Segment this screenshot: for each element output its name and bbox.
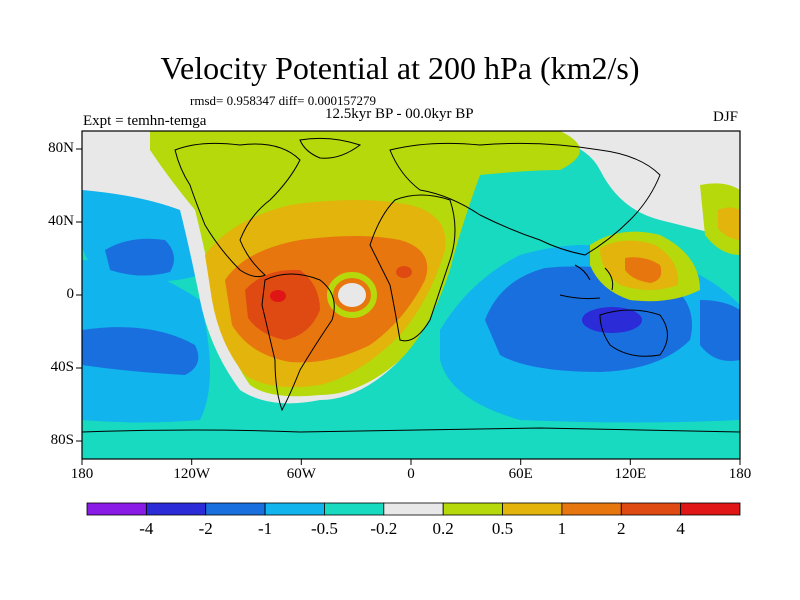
field-blue-pacific-south (82, 327, 199, 375)
lon-label-0: 0 (407, 466, 415, 482)
field-neutral-hole-ring (327, 272, 377, 318)
coast-south-america (261, 273, 335, 412)
lon-label-120w: 120W (173, 466, 211, 482)
field-red-core (270, 290, 286, 302)
experiment-label: Expt = temhn-temga (83, 113, 207, 129)
season-label: DJF (713, 109, 739, 125)
colorbar-label: 1 (557, 519, 567, 538)
lat-label-40n: 40N (48, 213, 74, 229)
lat-label-80n: 80N (48, 140, 74, 156)
colorbar-swatch (324, 502, 385, 516)
colorbar-swatch (383, 502, 444, 516)
stats-text: rmsd= 0.958347 diff= 0.000157279 (190, 93, 376, 108)
colorbar-swatch (502, 502, 563, 516)
lon-label-60e: 60E (508, 466, 533, 482)
colorbar-label: 4 (676, 519, 685, 538)
lon-label-180e: 180 (728, 466, 752, 482)
coast-north-america (174, 142, 301, 278)
coastlines (82, 137, 740, 433)
colorbar-label: -2 (198, 519, 213, 538)
colorbar-label: 0.2 (432, 519, 454, 538)
colorbar-label: 0.5 (491, 519, 514, 538)
coast-antarctica (82, 427, 740, 433)
colorbar-swatch (205, 502, 266, 516)
field-red-orange-africa (396, 266, 412, 278)
colorbar-label: -0.2 (370, 519, 398, 538)
colorbar-label: -0.5 (310, 519, 338, 538)
lat-label-80s: 80S (50, 432, 74, 448)
colorbar-label: -1 (257, 519, 273, 538)
colorbar-swatch (86, 502, 147, 516)
field-orange-east (718, 207, 740, 240)
coast-eurasia (389, 142, 661, 256)
period-text: 12.5kyr BP - 00.0kyr BP (325, 106, 474, 122)
colorbar-label: 2 (617, 519, 626, 538)
contour-field (82, 131, 740, 459)
colorbar-swatch (264, 502, 325, 516)
coast-australia (599, 309, 668, 357)
colorbar-swatch (561, 502, 622, 516)
field-deep-blue (582, 307, 642, 333)
field-blue-pacific (105, 238, 174, 276)
colorbar-swatch (442, 502, 503, 516)
axis-ticks (76, 148, 741, 465)
map-title: Velocity Potential at 200 hPa (km2/s) (160, 50, 640, 86)
lat-label-40s: 40S (50, 359, 74, 375)
coast-greenland (299, 137, 362, 159)
lon-label-180w: 180 (70, 466, 94, 482)
coast-africa (369, 194, 456, 342)
colorbar (86, 502, 741, 516)
lon-label-60w: 60W (286, 466, 316, 482)
coast-maritime-continent (559, 264, 614, 300)
lat-label-0: 0 (66, 286, 75, 302)
lon-label-120e: 120E (614, 466, 647, 482)
field-neutral-hole (338, 283, 366, 307)
field-blue-pacific-west (700, 300, 740, 361)
colorbar-label: -4 (139, 519, 154, 538)
colorbar-swatch (680, 502, 741, 516)
colorbar-swatch (145, 502, 207, 516)
colorbar-swatch (620, 502, 682, 516)
field-dark-orange-wpac (625, 257, 662, 283)
